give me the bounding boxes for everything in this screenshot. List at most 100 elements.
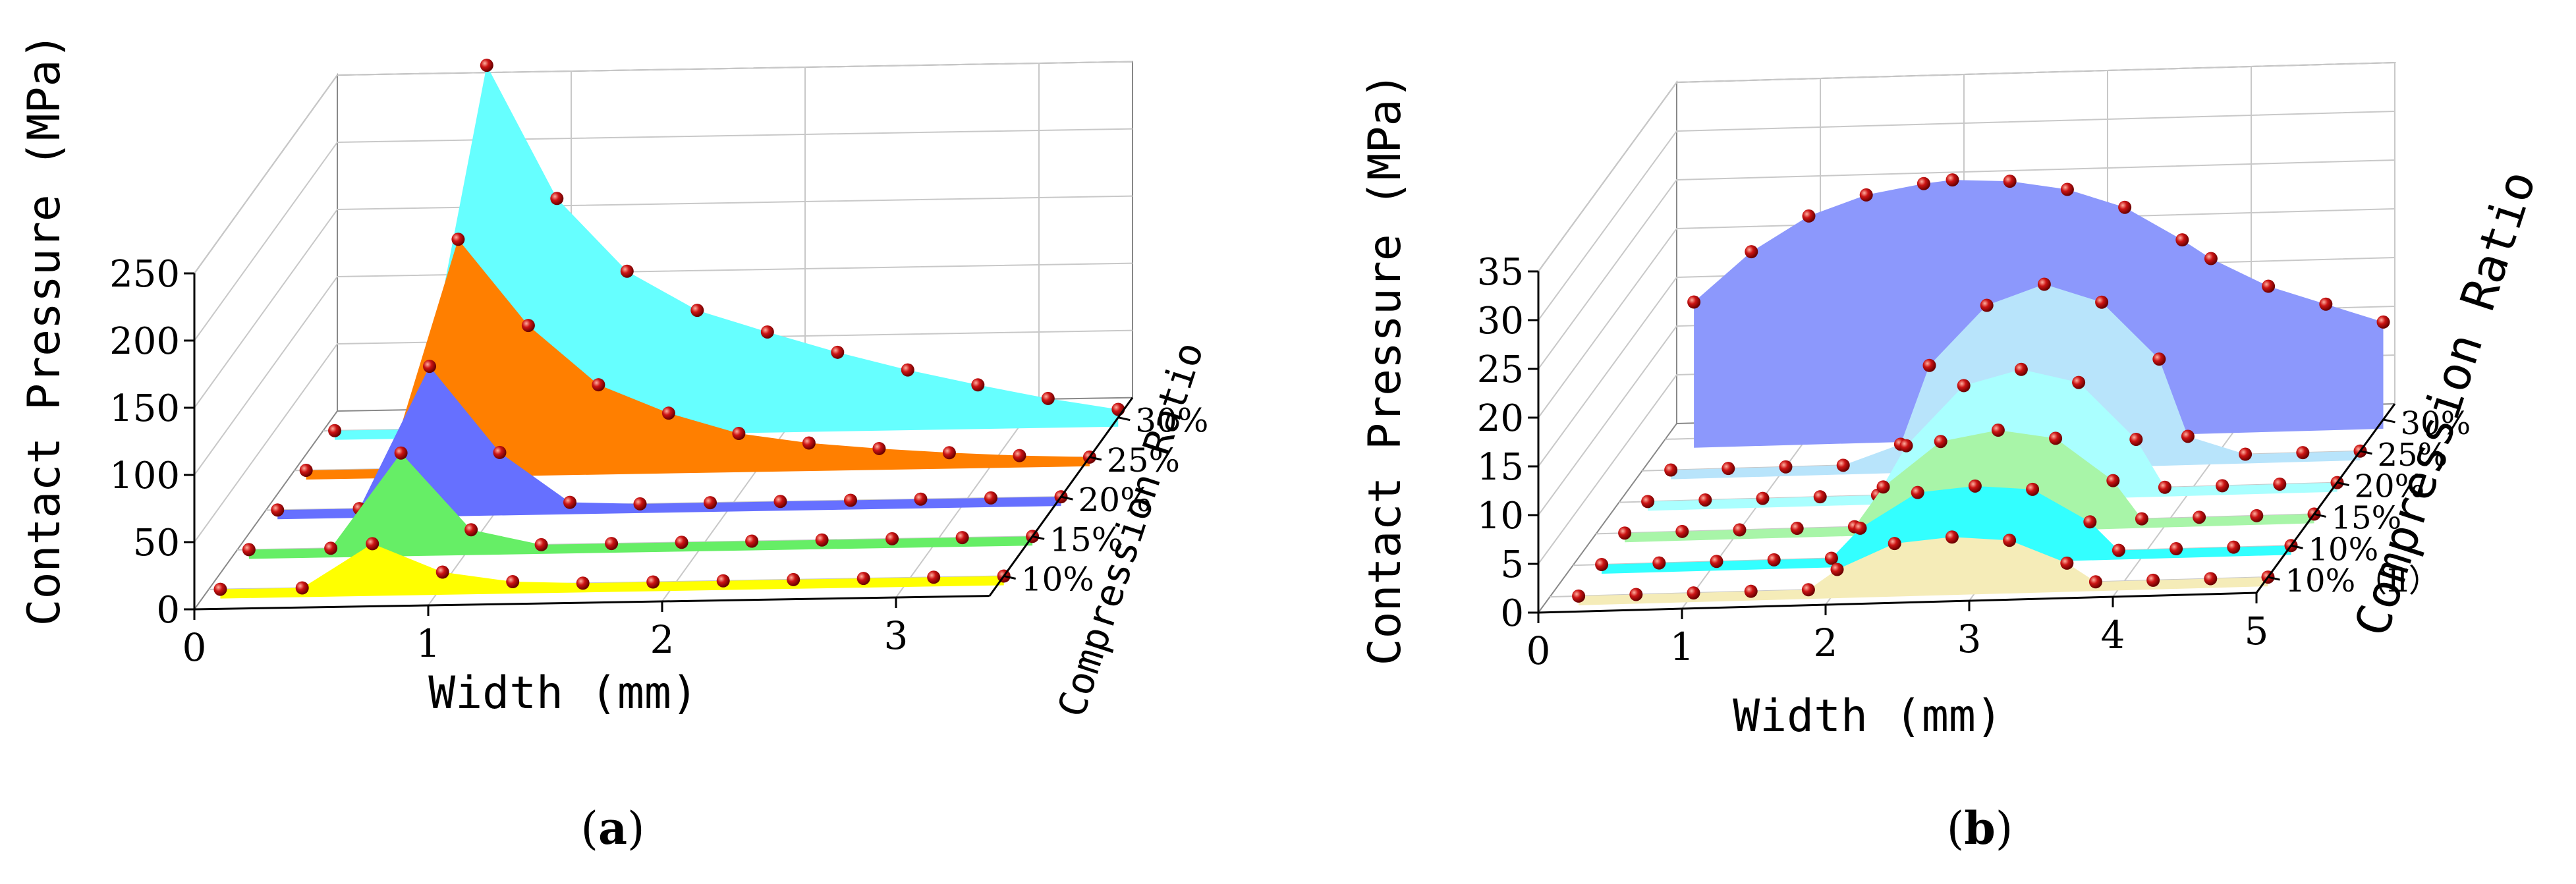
data-point-20%-7 bbox=[2014, 362, 2028, 376]
data-point-20%-8 bbox=[2072, 375, 2086, 389]
y-tick-label: 30 bbox=[1477, 300, 1524, 343]
data-point-10%-4 bbox=[506, 575, 520, 589]
data-point-20%-5 bbox=[633, 497, 647, 511]
z-tick bbox=[2291, 544, 2303, 549]
y-gridline bbox=[194, 61, 1133, 274]
data-point-10%-2 bbox=[1710, 555, 1723, 568]
data-point-10%-4 bbox=[1824, 551, 1838, 565]
data-point-30%-4 bbox=[620, 264, 634, 278]
data-point-15%-6 bbox=[1934, 435, 1947, 449]
chart-a-svg: 0 1 2 3 0 50 100 150 200 250 10%15%20%25%30% Width … bbox=[18, 33, 1212, 723]
data-point-25%-0 bbox=[299, 464, 313, 477]
z-axis-line bbox=[2255, 403, 2396, 594]
data-point-20%-10 bbox=[984, 491, 997, 505]
data-point-25%-9 bbox=[2152, 352, 2166, 366]
data-point-15%-10 bbox=[2135, 512, 2148, 526]
chart-b-svg: 0 1 2 3 4 50510152025303510%（Ⅱ）10%15%20%25%30… bbox=[1359, 61, 2546, 742]
data-point-10%-7 bbox=[1968, 479, 1982, 493]
data-point-15%-10 bbox=[955, 531, 969, 545]
data-point-10%（Ⅱ）-1 bbox=[1629, 588, 1643, 601]
data-point-25%-1 bbox=[1722, 462, 1735, 476]
y-axis-title: Contact Pressure (MPa) bbox=[18, 33, 70, 626]
chart-panel-b: 0 1 2 3 4 5 0 5 10 15 20 25 30 35 10%（Ⅱ） 10% 15% 20% 25% 30… bbox=[1288, 0, 2576, 777]
x-axis-line bbox=[1538, 592, 2257, 614]
data-point-30%-5 bbox=[690, 304, 704, 318]
z-tick-label: 10% bbox=[2309, 531, 2379, 568]
data-point-30%-11 bbox=[2262, 279, 2276, 293]
data-point-30%-6 bbox=[2003, 175, 2017, 188]
x-tick-label: 0 bbox=[182, 625, 207, 670]
z-tick bbox=[1003, 575, 1017, 580]
data-point-10%-12 bbox=[2227, 540, 2241, 554]
data-point-25%-2 bbox=[1779, 460, 1793, 474]
data-point-30%-3 bbox=[550, 192, 564, 206]
data-point-15%-8 bbox=[2049, 431, 2063, 445]
data-point-15%-4 bbox=[534, 538, 548, 551]
data-point-10%（Ⅱ）-11 bbox=[2146, 573, 2160, 587]
data-point-10%-1 bbox=[1652, 556, 1666, 570]
data-point-10%-6 bbox=[1911, 485, 1924, 499]
data-point-10%（Ⅱ）-9 bbox=[2060, 556, 2074, 570]
left-wall bbox=[194, 72, 338, 610]
data-point-20%-0 bbox=[1641, 495, 1655, 509]
data-point-20%-4 bbox=[563, 495, 576, 509]
y-tick-label: 5 bbox=[1500, 543, 1524, 586]
data-point-10%-5 bbox=[576, 576, 590, 590]
data-point-10%（Ⅱ）-12 bbox=[2204, 572, 2218, 586]
data-point-10%（Ⅱ）-5 bbox=[1830, 563, 1844, 576]
data-point-25%-10 bbox=[2181, 429, 2195, 443]
data-point-25%-2 bbox=[451, 233, 465, 246]
z-tick bbox=[1089, 456, 1102, 461]
data-point-10%-8 bbox=[787, 572, 800, 586]
z-tick-label: 15% bbox=[2332, 499, 2402, 536]
data-point-30%-13 bbox=[2376, 315, 2390, 329]
z-tick bbox=[1032, 535, 1045, 540]
data-point-10%-2 bbox=[366, 537, 379, 551]
x-axis-title: Width (mm) bbox=[1733, 690, 2002, 742]
data-point-10%（Ⅱ）-7 bbox=[1945, 530, 1959, 544]
data-point-20%-0 bbox=[271, 503, 285, 517]
y-gridline bbox=[194, 195, 1133, 408]
data-point-10%（Ⅱ）-6 bbox=[1888, 537, 1901, 551]
z-tick-label: 10% bbox=[1021, 561, 1094, 599]
y-gridline bbox=[194, 262, 1133, 476]
data-point-30%-6 bbox=[760, 325, 774, 339]
data-point-25%-3 bbox=[521, 319, 535, 333]
data-point-20%-2 bbox=[1756, 491, 1770, 505]
z-tick bbox=[2360, 450, 2372, 455]
data-point-10%-3 bbox=[1767, 553, 1781, 566]
data-point-20%-5 bbox=[1899, 439, 1913, 453]
data-point-15%-11 bbox=[2193, 511, 2206, 524]
data-point-10%（Ⅱ）-8 bbox=[2003, 534, 2017, 547]
data-point-15%-6 bbox=[675, 536, 688, 549]
data-point-30%-8 bbox=[901, 363, 914, 377]
data-point-15%-5 bbox=[605, 537, 619, 551]
data-point-25%-5 bbox=[1922, 358, 1936, 372]
data-point-25%-10 bbox=[1013, 449, 1026, 462]
data-point-10%（Ⅱ）-2 bbox=[1687, 586, 1700, 600]
data-point-10%-10 bbox=[2112, 543, 2125, 557]
data-point-25%-3 bbox=[1836, 458, 1850, 472]
data-point-25%-5 bbox=[661, 406, 675, 420]
z-tick bbox=[1061, 495, 1073, 501]
y-gridline bbox=[194, 329, 1133, 543]
series-area-20% bbox=[277, 366, 1061, 520]
x-axis-title: Width (mm) bbox=[428, 667, 698, 719]
data-point-20%-11 bbox=[2216, 479, 2229, 493]
z-tick-label: 10%（Ⅱ） bbox=[2285, 563, 2440, 599]
y-gridline bbox=[1538, 62, 2395, 272]
data-point-10%（Ⅱ）-0 bbox=[1572, 589, 1586, 603]
z-tick-label: 25% bbox=[1107, 441, 1180, 480]
y-tick-label: 25 bbox=[1477, 348, 1524, 391]
data-point-10%-10 bbox=[927, 570, 941, 584]
series-area-15% bbox=[248, 453, 1033, 559]
data-point-20%-9 bbox=[2129, 432, 2143, 446]
y-tick-label: 0 bbox=[1500, 592, 1524, 635]
data-point-30%-8 bbox=[2118, 200, 2132, 214]
data-point-25%-11 bbox=[2239, 447, 2253, 461]
data-point-15%-1 bbox=[1675, 524, 1689, 538]
z-tick-label: 15% bbox=[1050, 520, 1123, 559]
y-tick-label: 10 bbox=[1477, 495, 1524, 538]
z-tick-label: 30% bbox=[2401, 405, 2471, 442]
series-10% bbox=[213, 537, 1011, 599]
